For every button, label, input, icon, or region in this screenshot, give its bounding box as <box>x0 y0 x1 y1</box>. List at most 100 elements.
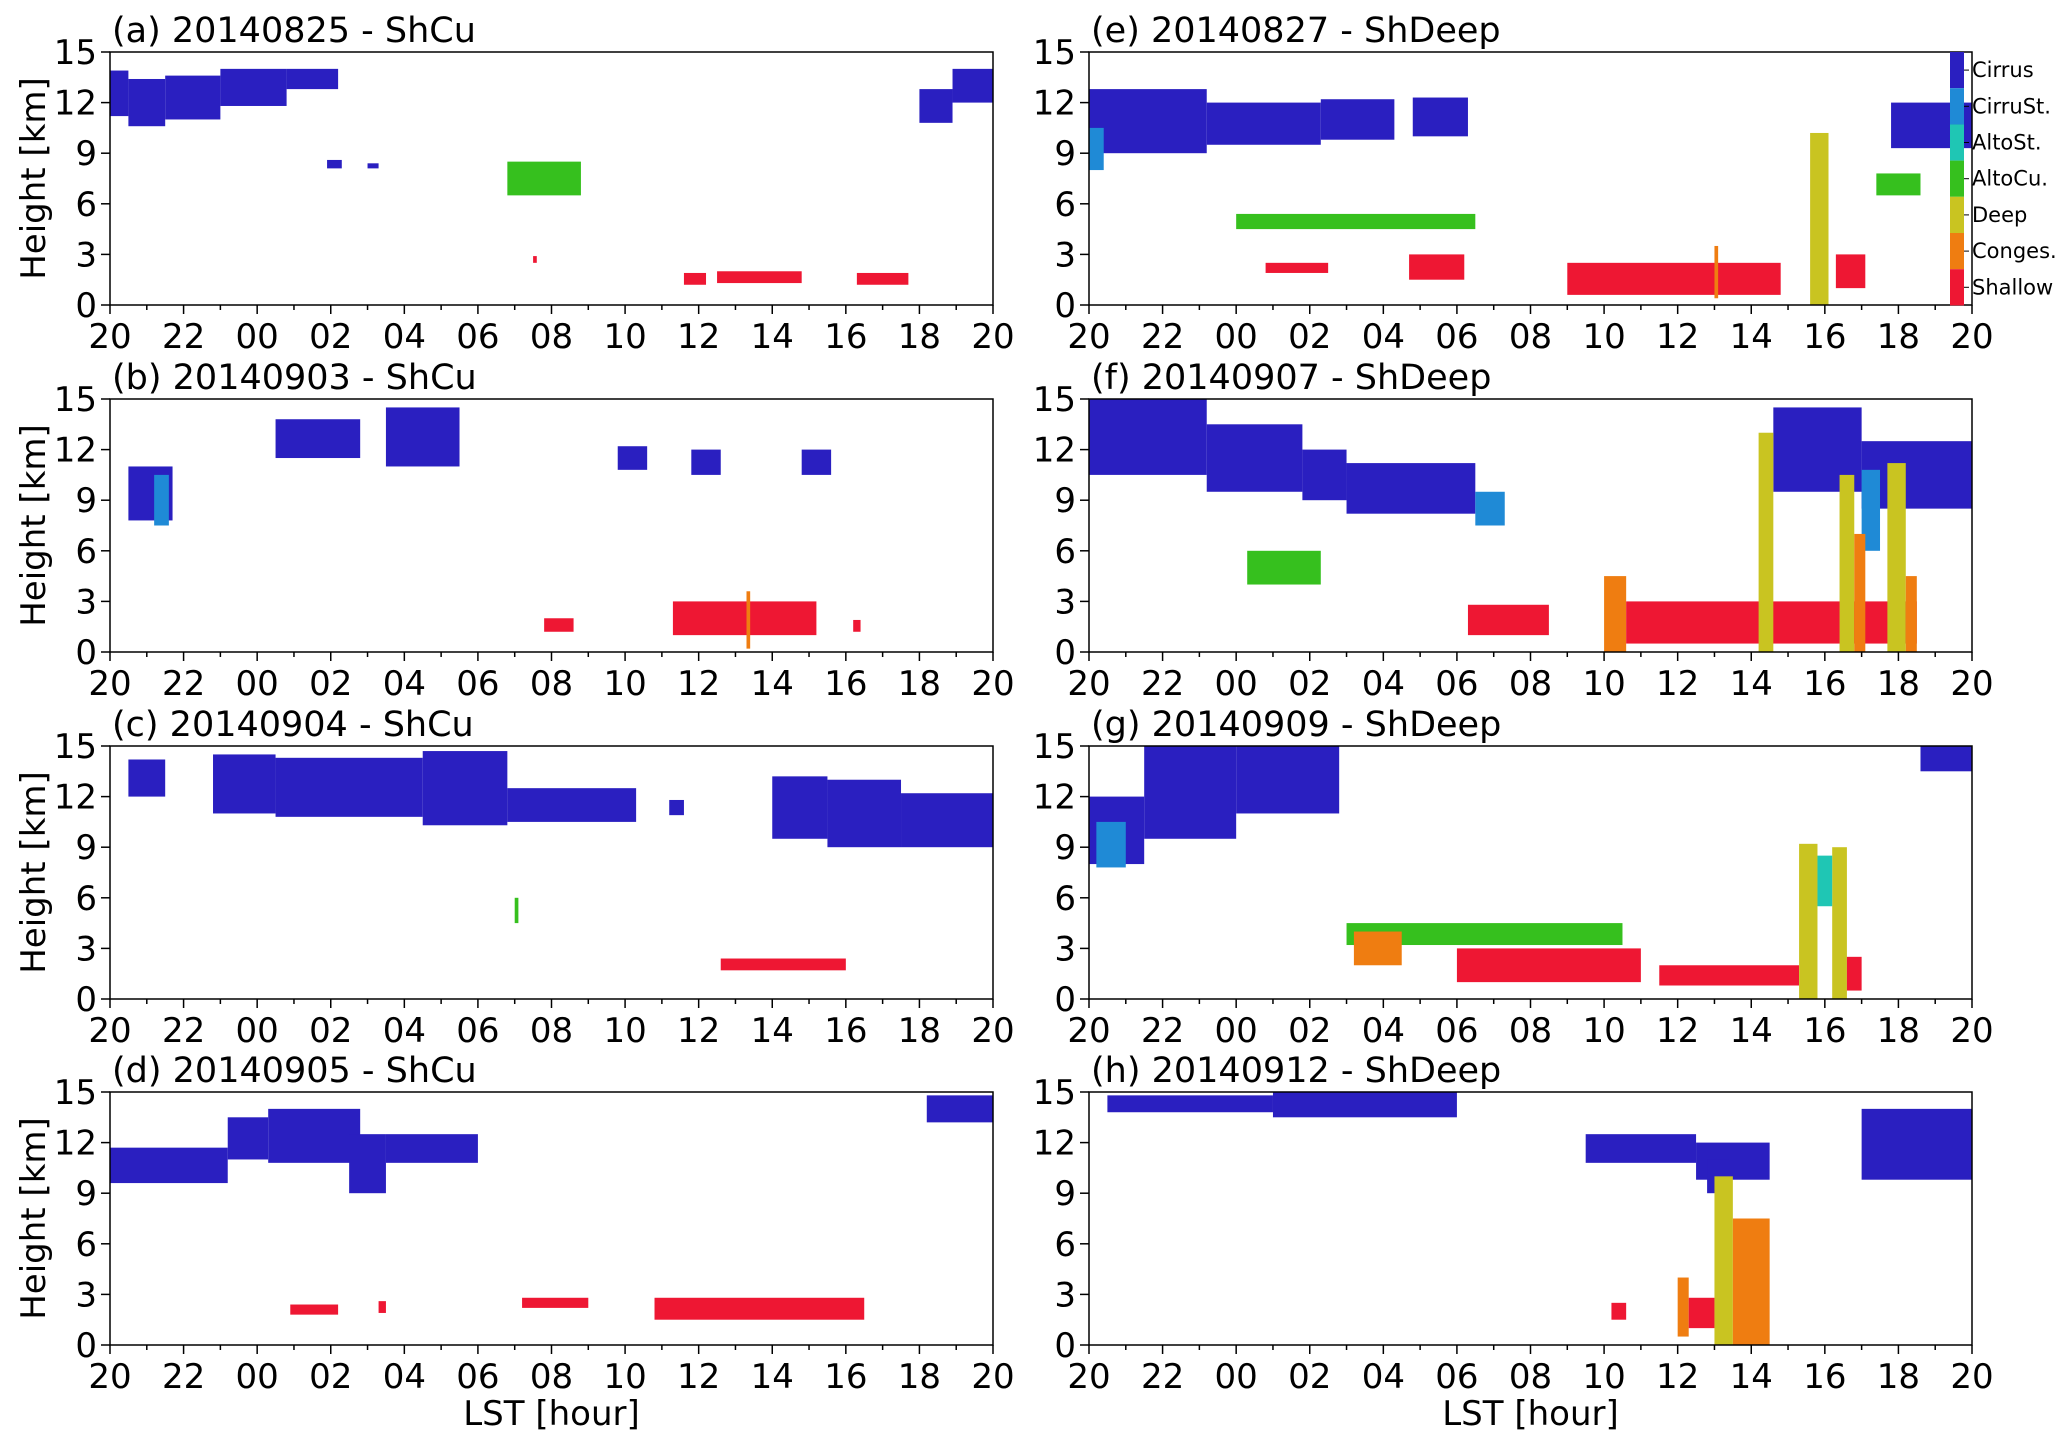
cell-h-9 <box>1732 1218 1770 1345</box>
x-tick-label: 08 <box>530 664 573 704</box>
cell-a-5 <box>327 159 342 169</box>
cell-g-1 <box>1096 821 1126 868</box>
cell-g-8 <box>1659 965 1800 986</box>
x-tick-label: 12 <box>677 317 720 357</box>
y-tick-label: 0 <box>1054 286 1076 326</box>
x-tick-label: 06 <box>1435 1357 1478 1397</box>
x-tick-label: 00 <box>236 317 279 357</box>
y-tick-label: 9 <box>75 481 97 521</box>
y-tick-label: 6 <box>75 532 97 572</box>
legend-label: Deep <box>1972 203 2027 227</box>
x-tick-label: 00 <box>236 1011 279 1051</box>
y-tick-label: 6 <box>75 1225 97 1265</box>
cell-b-3 <box>385 407 460 467</box>
x-tick-label: 02 <box>309 1011 352 1051</box>
y-axis-label: Height [km] <box>14 424 54 627</box>
cell-d-9 <box>654 1297 865 1320</box>
cell-g-4 <box>1920 746 1972 772</box>
x-tick-label: 02 <box>1288 664 1331 704</box>
x-tick-label: 06 <box>1435 1011 1478 1051</box>
x-tick-label: 08 <box>1509 664 1552 704</box>
x-tick-label: 06 <box>456 1011 499 1051</box>
x-tick-label: 04 <box>383 1011 426 1051</box>
x-tick-label: 20 <box>971 1357 1014 1397</box>
x-tick-label: 04 <box>1362 317 1405 357</box>
x-tick-label: 20 <box>971 664 1014 704</box>
y-tick-label: 9 <box>1054 481 1076 521</box>
cell-b-8 <box>672 601 817 636</box>
x-tick-label: 12 <box>1656 1357 1699 1397</box>
cell-b-10 <box>853 619 861 632</box>
cell-c-7 <box>827 779 902 848</box>
cell-g-12 <box>1846 956 1862 991</box>
plot-frame <box>1088 1091 1973 1346</box>
cell-c-4 <box>507 788 637 822</box>
x-tick-label: 14 <box>751 1357 794 1397</box>
x-tick-label: 10 <box>603 317 646 357</box>
cell-f-15 <box>1887 463 1906 652</box>
x-tick-label: 12 <box>1656 317 1699 357</box>
y-axis-label: Height [km] <box>14 77 54 280</box>
legend-swatch <box>1950 160 1964 197</box>
cell-e-11 <box>1714 245 1719 299</box>
cell-h-6 <box>1677 1277 1689 1337</box>
cell-c-5 <box>669 799 684 816</box>
x-tick-label: 10 <box>1582 1357 1625 1397</box>
x-tick-label: 20 <box>1950 664 1993 704</box>
x-tick-label: 10 <box>1582 664 1625 704</box>
cell-f-0 <box>1089 399 1207 475</box>
x-tick-label: 20 <box>1950 1011 1993 1051</box>
y-tick-label: 0 <box>1054 633 1076 673</box>
cell-f-16 <box>1905 576 1917 652</box>
y-tick-label: 3 <box>75 582 97 622</box>
y-tick-label: 3 <box>75 929 97 969</box>
x-tick-label: 10 <box>1582 317 1625 357</box>
x-tick-label: 04 <box>1362 1011 1405 1051</box>
y-axis-label: Height [km] <box>14 771 54 974</box>
panel-f: 0 3 6 9 12 15 20 22 00 02 04 06 08 10 12 14 16 18 20 (f) 20… <box>1033 358 1994 704</box>
x-tick-label: 06 <box>456 1357 499 1397</box>
x-tick-label: 06 <box>1435 317 1478 357</box>
x-tick-label: 08 <box>1509 1357 1552 1397</box>
x-tick-label: 20 <box>1067 317 1110 357</box>
x-tick-label: 20 <box>88 317 131 357</box>
cell-h-4 <box>1861 1108 1972 1180</box>
x-tick-label: 10 <box>603 1011 646 1051</box>
x-tick-label: 16 <box>1803 317 1846 357</box>
cell-a-2 <box>165 75 221 120</box>
y-tick-label: 0 <box>1054 980 1076 1020</box>
legend-label: AltoCu. <box>1972 167 2048 191</box>
x-tick-label: 18 <box>1877 317 1920 357</box>
x-tick-label: 14 <box>1730 1357 1773 1397</box>
cell-c-0 <box>128 759 166 797</box>
panel-g: 0 3 6 9 12 15 20 22 00 02 04 06 08 10 12 14 16 18 20 (g) 20… <box>1033 705 1994 1051</box>
cell-e-1 <box>1089 127 1104 171</box>
legend-label: AltoSt. <box>1972 131 2042 155</box>
y-tick-label: 0 <box>75 286 97 326</box>
panel-c: 0 3 6 9 12 15 20 22 00 02 04 06 08 10 12 14 16 18 20 (c) 20… <box>14 705 1015 1051</box>
cell-h-0 <box>1107 1095 1273 1113</box>
y-tick-label: 15 <box>54 1073 97 1113</box>
plot-frame <box>109 398 994 653</box>
x-tick-label: 18 <box>898 317 941 357</box>
cell-f-4 <box>1475 491 1505 526</box>
legend-swatch <box>1950 269 1964 306</box>
panel-title: (a) 20140825 - ShCu <box>112 11 476 51</box>
x-tick-label: 06 <box>456 664 499 704</box>
y-tick-label: 12 <box>54 778 97 818</box>
cell-c-8 <box>901 793 993 848</box>
cell-e-4 <box>1412 97 1468 137</box>
cell-d-2 <box>268 1108 361 1163</box>
y-tick-label: 3 <box>75 235 97 275</box>
cell-h-7 <box>1688 1297 1715 1329</box>
x-tick-label: 20 <box>88 664 131 704</box>
cell-e-3 <box>1320 99 1395 140</box>
y-tick-label: 9 <box>75 828 97 868</box>
x-tick-label: 06 <box>1435 664 1478 704</box>
x-tick-label: 22 <box>162 1357 205 1397</box>
x-tick-label: 12 <box>677 1357 720 1397</box>
x-tick-label: 02 <box>1288 1357 1331 1397</box>
cell-f-1 <box>1206 424 1303 492</box>
y-tick-label: 9 <box>1054 134 1076 174</box>
cell-f-3 <box>1346 463 1476 514</box>
